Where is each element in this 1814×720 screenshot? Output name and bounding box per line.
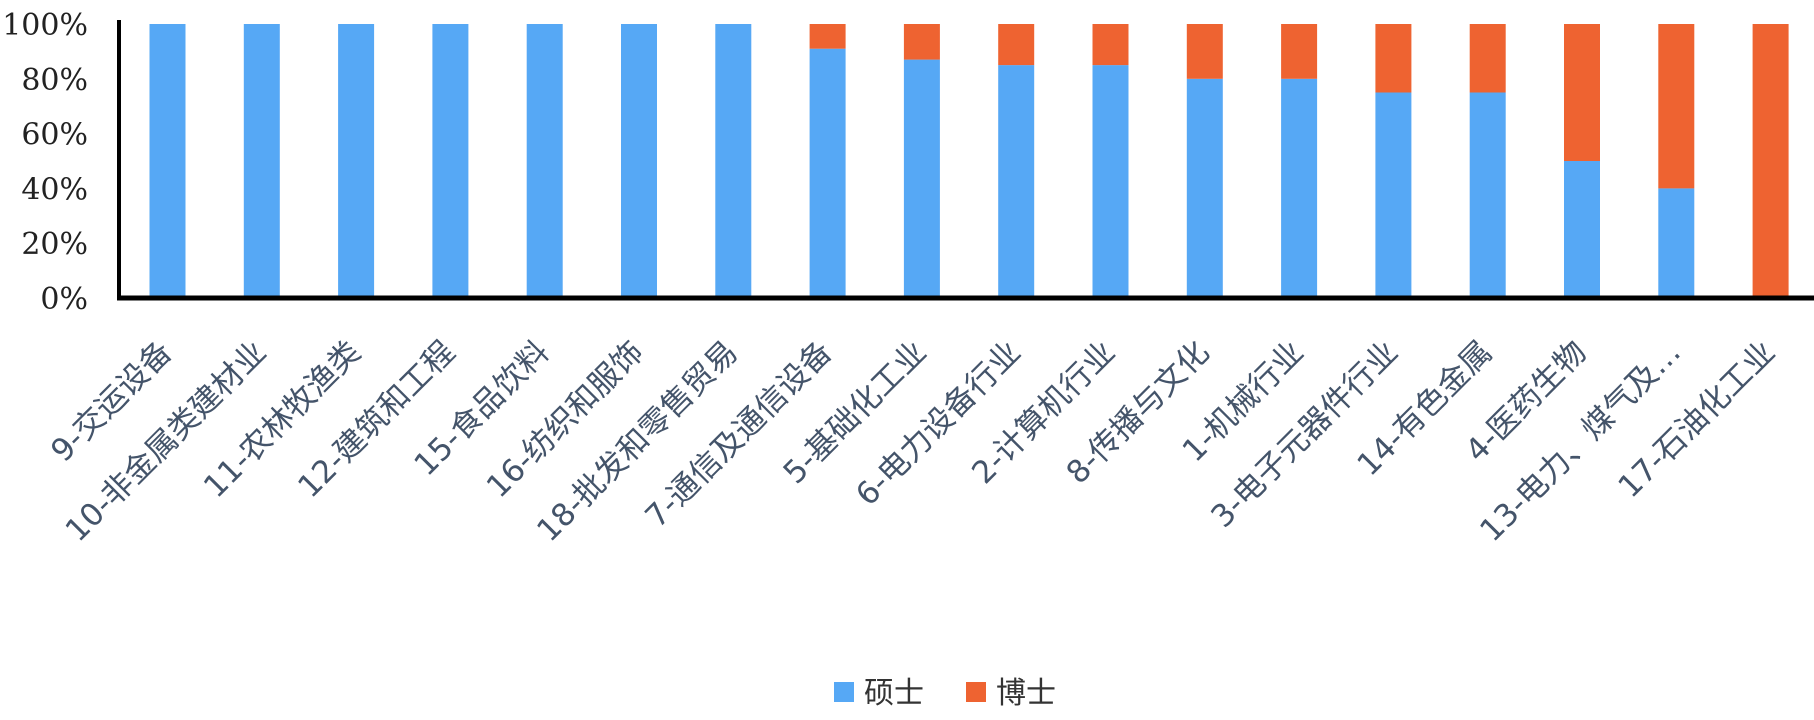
y-tick-label: 60% xyxy=(21,118,88,153)
bar-segment-doctor xyxy=(1469,24,1506,93)
legend-swatch-master xyxy=(834,682,854,702)
bar-segment-doctor xyxy=(1658,24,1695,189)
y-tick-label: 40% xyxy=(21,172,88,207)
legend-label-master: 硕士 xyxy=(864,676,924,711)
x-category-labels: 9-交运设备10-非金属类建材业11-农林牧渔类12-建筑和工程15-食品饮料1… xyxy=(44,334,1782,549)
bar-segment-doctor xyxy=(998,24,1035,66)
bar-segment-doctor xyxy=(1752,24,1789,298)
bar-segment-master xyxy=(998,65,1035,298)
bar-segment-doctor xyxy=(1375,24,1412,93)
bar-segment-doctor xyxy=(809,24,846,49)
bar-segment-doctor xyxy=(1564,24,1600,161)
bar-segment-doctor xyxy=(1092,24,1129,66)
bar-segment-master xyxy=(1469,92,1506,298)
bar-segment-master xyxy=(526,24,563,298)
bar-segment-doctor xyxy=(1186,24,1223,79)
y-tick-labels: 0% 20% 40% 60% 80% 100% xyxy=(2,8,88,317)
axes-group xyxy=(117,20,1814,301)
y-tick-label: 20% xyxy=(21,227,88,262)
bar-segment-master xyxy=(621,24,657,298)
bar-segment-master xyxy=(149,24,186,298)
bar-segment-master xyxy=(809,48,846,299)
bar-segment-master xyxy=(1375,92,1412,298)
x-category-label: 6-电力设备行业 xyxy=(849,334,1028,513)
y-tick-label: 80% xyxy=(21,63,88,98)
bar-segment-master xyxy=(1564,161,1600,298)
legend: 硕士 博士 xyxy=(834,676,1056,711)
bars-group xyxy=(149,24,1789,299)
y-tick-label: 0% xyxy=(40,282,88,317)
bar-segment-master xyxy=(715,24,752,298)
bar-segment-doctor xyxy=(903,24,940,60)
bar-segment-master xyxy=(903,59,940,298)
bar-segment-master xyxy=(432,24,469,298)
bar-segment-master xyxy=(1658,188,1695,298)
legend-swatch-doctor xyxy=(966,682,986,702)
bar-segment-master xyxy=(338,24,375,298)
legend-label-doctor: 博士 xyxy=(996,676,1056,711)
bar-segment-doctor xyxy=(1281,24,1318,79)
bar-segment-master xyxy=(1186,78,1223,298)
bar-segment-master xyxy=(1281,78,1318,298)
y-tick-label: 100% xyxy=(2,8,88,43)
bar-segment-master xyxy=(1092,65,1129,298)
bar-segment-master xyxy=(243,24,280,298)
